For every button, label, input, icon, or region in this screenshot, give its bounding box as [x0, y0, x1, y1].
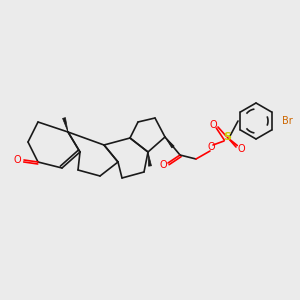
Text: O: O: [209, 120, 217, 130]
Text: O: O: [13, 155, 21, 165]
Text: O: O: [207, 142, 215, 152]
Polygon shape: [63, 118, 68, 132]
Polygon shape: [165, 137, 174, 148]
Text: S: S: [223, 132, 231, 142]
Text: O: O: [237, 144, 245, 154]
Text: O: O: [159, 160, 167, 170]
Polygon shape: [148, 152, 152, 166]
Text: Br: Br: [282, 116, 293, 126]
